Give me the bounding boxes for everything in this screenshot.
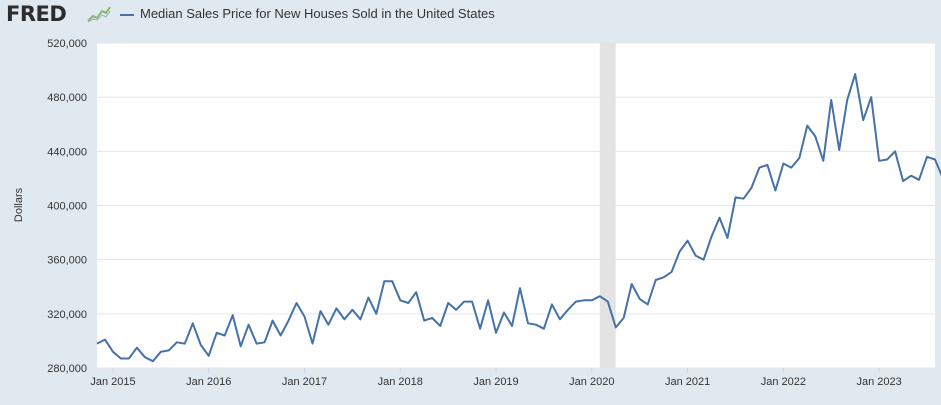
y-tick-label: 440,000 bbox=[47, 146, 87, 158]
y-tick-label: 400,000 bbox=[47, 201, 87, 213]
x-axis: Jan 2015 Jan 2016 Jan 2017 Jan 2018 Jan 2019… bbox=[90, 368, 902, 388]
legend-swatch bbox=[120, 14, 134, 16]
gridlines bbox=[97, 42, 935, 369]
x-tick-label: Jan 2019 bbox=[473, 376, 518, 388]
line-graph-icon bbox=[87, 5, 111, 23]
series-line[interactable] bbox=[96, 73, 941, 363]
chart-header: FRED Median Sales Price for New Houses S… bbox=[0, 0, 941, 32]
x-tick-label: Jan 2021 bbox=[665, 376, 710, 388]
x-tick-label: Jan 2023 bbox=[857, 376, 902, 388]
legend-label[interactable]: Median Sales Price for New Houses Sold i… bbox=[140, 6, 495, 21]
y-tick-label: 280,000 bbox=[47, 363, 87, 375]
x-tick-label: Jan 2018 bbox=[378, 376, 423, 388]
y-axis: 280,000 320,000 360,000 400,000 440,000 480,0… bbox=[47, 38, 87, 375]
x-tick-label: Jan 2016 bbox=[186, 376, 231, 388]
y-tick-label: 360,000 bbox=[47, 255, 87, 267]
y-tick-label: 520,000 bbox=[47, 38, 87, 50]
x-tick-label: Jan 2015 bbox=[90, 376, 135, 388]
x-tick-label: Jan 2017 bbox=[282, 376, 327, 388]
x-tick-label: Jan 2020 bbox=[569, 376, 614, 388]
y-tick-label: 480,000 bbox=[47, 92, 87, 104]
fred-logo[interactable]: FRED bbox=[6, 2, 67, 26]
x-tick-label: Jan 2022 bbox=[761, 376, 806, 388]
recession-shading bbox=[599, 43, 616, 368]
recession-band bbox=[599, 43, 616, 368]
y-axis-title: Dollars bbox=[13, 187, 25, 222]
y-tick-label: 320,000 bbox=[47, 309, 87, 321]
